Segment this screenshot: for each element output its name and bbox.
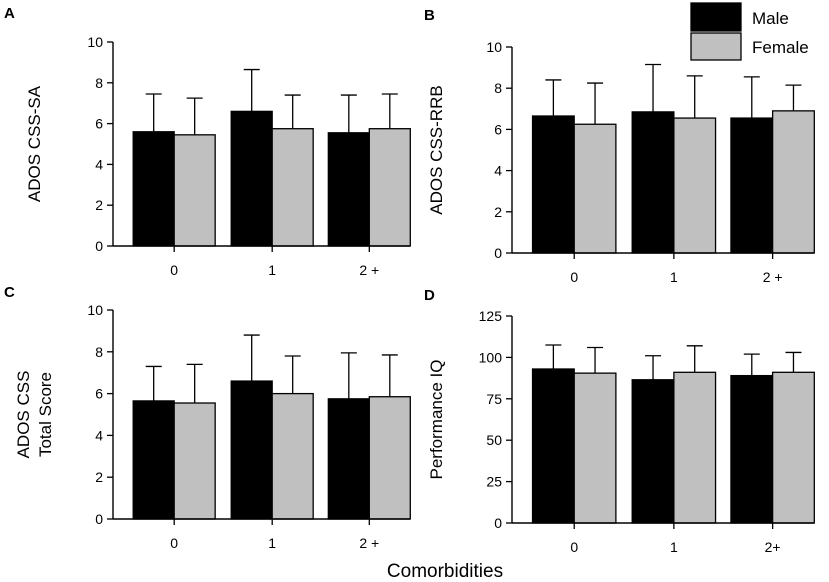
x-axis-title: Comorbidities [387, 561, 503, 582]
bar-c-male-1 [230, 380, 273, 520]
x-tick-label-a-1: 1 [268, 262, 276, 278]
y-tick-label-b-3: 6 [494, 121, 502, 137]
panel-d: D 0 1 2+ 0 25 50 75 100 125 Performance IQ [424, 287, 815, 555]
panel-letter-a: A [4, 5, 15, 22]
bar-b-male-1 [631, 111, 675, 254]
x-tick-label-d-0: 0 [570, 539, 578, 555]
y-axis-title-a: ADOS CSS-SA [25, 85, 44, 202]
bar-c-female-0 [173, 402, 216, 520]
y-tick-label-d-5: 125 [479, 308, 503, 324]
y-tick-label-b-5: 10 [486, 39, 502, 55]
y-tick-label-a-1: 2 [95, 197, 103, 213]
x-tick-label-b-1: 1 [670, 269, 678, 285]
x-tick-label-c-2: 2 + [359, 535, 379, 551]
panel-letter-d: D [424, 287, 435, 304]
y-tick-label-d-3: 75 [486, 391, 502, 407]
y-tick-label-c-5: 10 [87, 302, 103, 318]
x-tick-label-b-0: 0 [570, 269, 578, 285]
y-tick-label-b-0: 0 [494, 245, 502, 261]
bar-a-male-2 [327, 132, 370, 247]
panel-b: B 0 1 2 + 0 2 4 6 8 10 ADOS CSS-RRB [424, 7, 815, 285]
x-tick-label-d-2: 2+ [765, 539, 781, 555]
bar-c-male-2 [327, 398, 370, 520]
y-tick-label-d-0: 0 [494, 515, 502, 531]
y-tick-label-d-4: 100 [479, 349, 503, 365]
x-tick-label-c-1: 1 [268, 535, 276, 551]
y-tick-label-b-2: 4 [494, 163, 502, 179]
bar-b-female-2 [771, 110, 815, 254]
y-tick-label-b-4: 8 [494, 80, 502, 96]
y-tick-label-a-0: 0 [95, 238, 103, 254]
bar-a-female-2 [368, 128, 411, 247]
panel-c: C 0 1 2 + 0 2 4 6 8 10 ADOS CSS Total Score [4, 284, 411, 551]
y-tick-label-c-4: 8 [95, 344, 103, 360]
legend-swatch-male [690, 2, 742, 32]
legend-label-male: Male [752, 9, 789, 28]
bar-d-male-0 [531, 368, 575, 524]
bar-c-female-2 [368, 396, 411, 520]
bar-a-male-0 [132, 131, 175, 247]
y-tick-label-a-2: 4 [95, 156, 103, 172]
y-tick-label-c-0: 0 [95, 511, 103, 527]
y-tick-label-a-3: 6 [95, 116, 103, 132]
legend-label-female: Female [752, 38, 809, 57]
y-tick-label-a-5: 10 [87, 34, 103, 50]
y-axis-title-c-line-1: Total Score [36, 372, 55, 457]
bar-d-female-0 [573, 372, 617, 524]
x-tick-label-d-1: 1 [670, 539, 678, 555]
bar-b-male-2 [730, 117, 774, 254]
bar-b-female-0 [573, 123, 617, 254]
bar-c-male-0 [132, 400, 175, 520]
y-tick-label-b-1: 2 [494, 204, 502, 220]
bar-d-male-1 [631, 379, 675, 524]
x-tick-label-b-2: 2 + [763, 269, 783, 285]
bar-d-male-2 [730, 374, 774, 524]
x-tick-label-a-0: 0 [170, 262, 178, 278]
bar-d-female-1 [673, 371, 717, 524]
y-tick-label-c-1: 2 [95, 469, 103, 485]
y-tick-label-c-2: 4 [95, 427, 103, 443]
bar-c-female-1 [271, 392, 314, 520]
panel-letter-b: B [424, 7, 435, 24]
x-tick-label-c-0: 0 [170, 535, 178, 551]
y-tick-label-d-1: 25 [486, 474, 502, 490]
y-axis-title-d: Performance IQ [427, 360, 446, 480]
bar-d-female-2 [771, 371, 815, 524]
legend: Male Female [690, 2, 827, 62]
bar-a-female-0 [173, 134, 216, 247]
panel-letter-c: C [4, 284, 15, 301]
bar-b-male-0 [531, 115, 575, 254]
y-axis-title-c-line-0: ADOS CSS [14, 371, 33, 459]
y-tick-label-a-4: 8 [95, 75, 103, 91]
bar-b-female-1 [673, 117, 717, 254]
bar-a-female-1 [271, 128, 314, 247]
x-tick-label-a-2: 2 + [359, 262, 379, 278]
y-tick-label-d-2: 50 [486, 432, 502, 448]
panel-a: A 0 1 2 + 0 2 4 6 8 10 ADOS CSS-SA [4, 5, 411, 278]
bar-a-male-1 [230, 110, 273, 247]
y-tick-label-c-3: 6 [95, 386, 103, 402]
y-axis-title-b: ADOS CSS-RRB [427, 85, 446, 214]
legend-swatch-female [690, 32, 742, 61]
